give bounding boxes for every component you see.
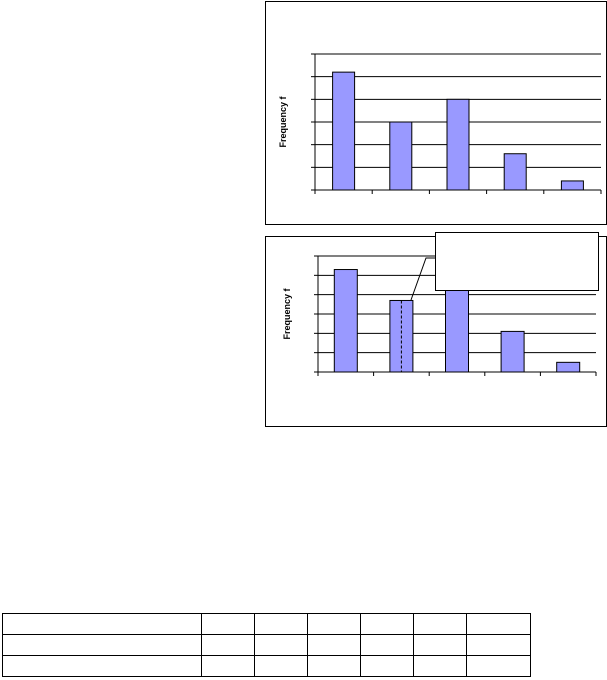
table-cell — [466, 613, 531, 635]
table-cell — [254, 634, 308, 656]
table-cell — [413, 613, 467, 635]
bar — [560, 180, 584, 191]
table-cell — [254, 655, 308, 677]
table-cell — [413, 634, 467, 656]
data-table — [2, 613, 531, 677]
table-cell — [466, 634, 531, 656]
bar — [556, 361, 581, 373]
chart-2-svg: Frequency f — [282, 255, 597, 376]
bar — [389, 121, 413, 191]
bar — [503, 153, 527, 191]
bar — [446, 98, 470, 191]
table-cell — [360, 655, 414, 677]
table-cell — [360, 613, 414, 635]
frequency-chart-1: Frequency f — [265, 1, 607, 225]
table-cell — [201, 655, 255, 677]
table-cell — [307, 634, 361, 656]
table-cell — [201, 613, 255, 635]
bar — [332, 71, 356, 191]
y-axis-label: Frequency f — [278, 95, 288, 147]
table-row — [2, 634, 531, 656]
bar — [500, 330, 525, 373]
table-cell — [360, 634, 414, 656]
bar — [445, 288, 469, 373]
y-axis-label: Frequency f — [282, 287, 292, 339]
table-cell — [307, 655, 361, 677]
bar — [333, 269, 358, 373]
table-cell — [2, 634, 202, 656]
table-cell — [201, 634, 255, 656]
table-row — [2, 613, 531, 635]
table-cell — [307, 613, 361, 635]
table-cell — [2, 655, 202, 677]
table-row — [2, 655, 531, 677]
table-cell — [466, 655, 531, 677]
table-cell — [254, 613, 308, 635]
chart-1-svg: Frequency f — [278, 53, 602, 194]
table-cell — [413, 655, 467, 677]
table-cell — [2, 613, 202, 635]
callout-annotation-box — [435, 232, 599, 291]
